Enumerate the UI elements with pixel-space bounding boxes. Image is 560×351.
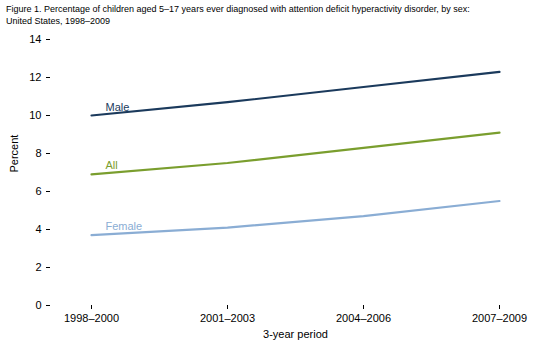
svg-text:2: 2 (35, 261, 41, 273)
svg-text:14: 14 (29, 33, 41, 45)
svg-text:Female: Female (106, 220, 143, 232)
svg-text:12: 12 (29, 71, 41, 83)
svg-text:4: 4 (35, 223, 41, 235)
svg-text:Male: Male (106, 101, 130, 113)
svg-text:2001–2003: 2001–2003 (200, 312, 255, 324)
svg-text:All: All (106, 159, 118, 171)
svg-text:2007–2009: 2007–2009 (472, 312, 527, 324)
html-text:Figure 1. Percentage of childr: Figure 1. Percentage of children aged 5–… (6, 4, 470, 14)
svg-text:0: 0 (35, 299, 41, 311)
html-text:United States, 1998–2009: United States, 1998–2009 (6, 16, 111, 26)
svg-text:Percent: Percent (8, 135, 20, 173)
svg-text:3-year period: 3-year period (263, 328, 328, 340)
svg-text:8: 8 (35, 147, 41, 159)
svg-text:6: 6 (35, 185, 41, 197)
svg-text:2004–2006: 2004–2006 (336, 312, 391, 324)
svg-text:1998–2000: 1998–2000 (64, 312, 119, 324)
svg-text:10: 10 (29, 109, 41, 121)
